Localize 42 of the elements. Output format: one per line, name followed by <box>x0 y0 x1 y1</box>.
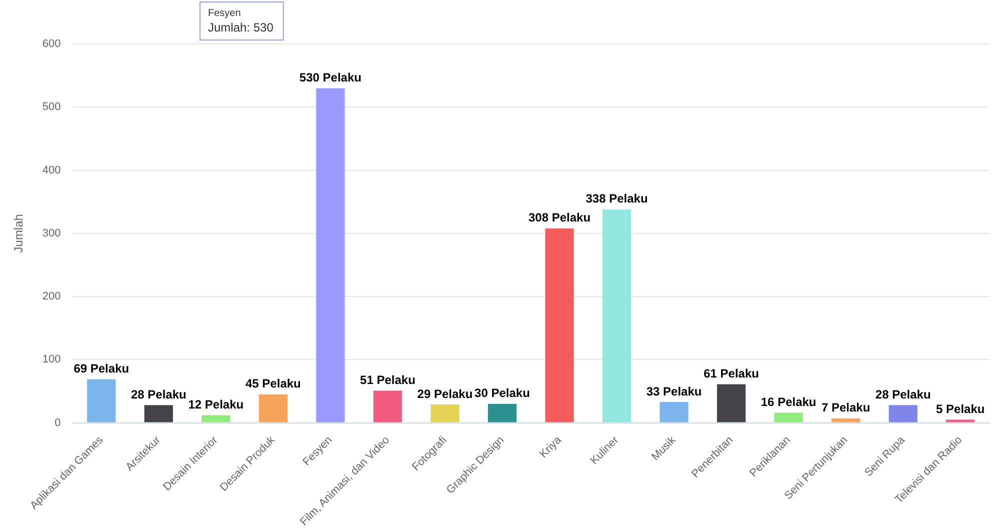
data-label: 28 Pelaku <box>875 387 931 402</box>
data-label: 12 Pelaku <box>188 398 244 412</box>
y-tick-label: 100 <box>42 354 61 366</box>
text: Jumlah: 530 <box>208 20 274 34</box>
data-label: 61 Pelaku <box>704 366 759 381</box>
y-tick-label: 0 <box>54 416 61 429</box>
data-label: 338 Pelaku <box>586 192 648 206</box>
data-label: 33 Pelaku <box>646 384 702 398</box>
y-tick-label: 600 <box>42 38 61 50</box>
bar <box>946 420 975 422</box>
bar <box>716 384 746 422</box>
y-tick-label: 400 <box>42 164 61 176</box>
data-label: 29 Pelaku <box>417 386 473 401</box>
data-label: 7 Pelaku <box>821 400 870 415</box>
text: Fesyen <box>208 8 241 19</box>
data-label: 16 Pelaku <box>760 394 816 409</box>
bar <box>87 379 116 422</box>
bar <box>373 390 402 422</box>
bar <box>602 209 632 422</box>
bar <box>316 88 345 422</box>
bar <box>545 228 574 422</box>
data-label: 308 Pelaku <box>528 210 591 225</box>
data-label: 69 Pelaku <box>74 362 130 376</box>
bar <box>202 415 230 422</box>
bar <box>488 404 517 422</box>
y-tick-label: 300 <box>42 227 61 240</box>
bar <box>832 418 860 422</box>
y-axis-title: Jumlah <box>12 214 26 253</box>
data-label: 51 Pelaku <box>360 372 416 387</box>
y-tick-label: 200 <box>42 290 61 303</box>
data-label: 30 Pelaku <box>474 386 530 400</box>
bar <box>258 394 288 422</box>
bar <box>144 405 173 422</box>
data-label: 5 Pelaku <box>936 402 985 416</box>
bar <box>660 402 688 422</box>
y-tick-label: 500 <box>42 101 61 114</box>
data-label: 28 Pelaku <box>130 387 186 402</box>
data-label: 530 Pelaku <box>299 70 362 85</box>
bar <box>888 405 918 422</box>
data-label: 45 Pelaku <box>245 376 301 391</box>
bar <box>774 412 803 422</box>
bar <box>430 404 460 422</box>
